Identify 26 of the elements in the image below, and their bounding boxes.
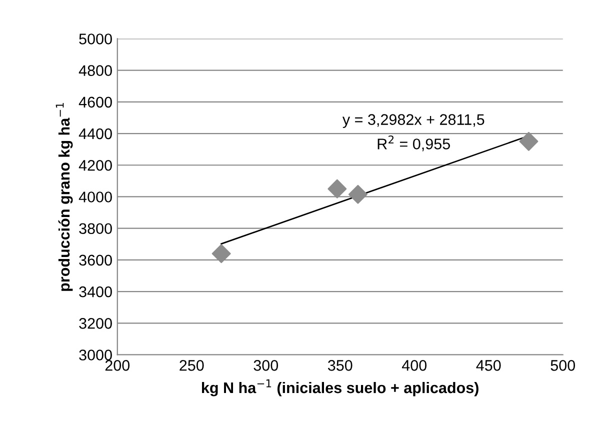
y-tick-label: 3200 [79,318,112,329]
x-tick-label: 200 [105,360,130,371]
y-tick-label: 5000 [79,34,112,44]
x-tick-label: 450 [476,360,501,371]
y-tick-label: 4000 [78,192,112,202]
point [328,179,347,198]
y-tick-label: 3400 [79,286,112,298]
y-tick-label: 3600 [79,254,112,266]
y-tick-label: 3000 [79,350,112,360]
x-tick-label: 500 [550,360,576,371]
x-tick-label: 250 [180,360,204,371]
point [348,184,368,204]
x-tick-label: 300 [254,360,278,371]
y-tick-label: 4600 [78,96,112,108]
y-axis-title: producción grano kg ha$^{−1}$ [56,102,73,291]
y-tick-label: 3800 [79,223,112,234]
point [519,132,538,151]
x-axis-title: kg N ha$^{−1}$ (iniciales suelo + aplicados) [202,379,478,396]
x-tick-label: 400 [402,360,427,371]
annotation: y = 3,2982x + 2811,5 [342,114,484,128]
x-tick-label: 350 [328,360,352,371]
y-tick-label: 4400 [78,128,112,140]
y-tick-label: 4800 [78,65,112,76]
point [212,244,231,264]
annotation: R$^{2}$ = 0,955 [378,135,450,152]
y-tick-label: 4200 [78,160,112,171]
